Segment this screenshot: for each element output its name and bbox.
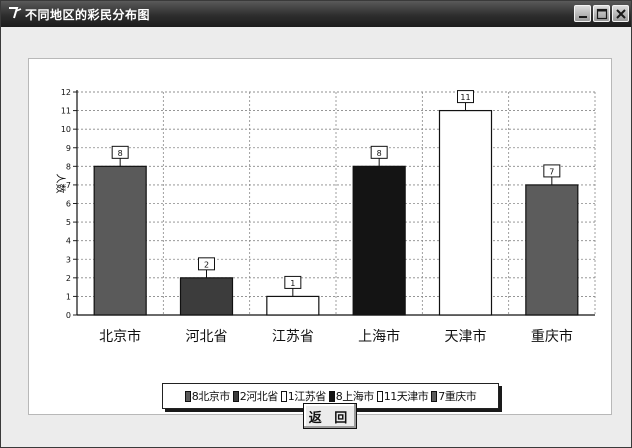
chart-panel: 0 1 2 3 4 5 6 7 8 9 10 11 12 人数 8 北京市 2 河北省 1 江苏省 8 上海市 11 天津市 7… [28, 58, 612, 415]
x-tick-label: 重庆市 [531, 328, 573, 345]
legend-item: 8上海市 [328, 388, 375, 404]
y-tick-label: 7 [66, 181, 71, 190]
legend-item: 1江苏省 [280, 388, 327, 404]
legend-swatch [431, 390, 438, 402]
app-icon [7, 5, 23, 21]
x-tick-label: 北京市 [99, 328, 141, 345]
y-tick-label: 3 [66, 255, 71, 264]
legend-label: 11天津市 [383, 390, 429, 403]
bar-2 [266, 295, 320, 316]
maximize-icon [596, 8, 608, 20]
close-icon [616, 9, 626, 19]
legend-swatch [328, 390, 335, 402]
legend-swatch [280, 390, 287, 402]
bar-3 [352, 165, 406, 316]
data-label-box [543, 164, 561, 178]
legend-swatch [376, 390, 383, 402]
legend-label: 8上海市 [335, 390, 375, 403]
legend-label: 8北京市 [191, 390, 231, 403]
legend-item: 11天津市 [376, 388, 429, 404]
x-tick-label: 江苏省 [272, 329, 314, 345]
y-tick-label: 1 [66, 292, 71, 301]
data-label: 2 [204, 260, 209, 269]
bar-chart: 0123456789101112人数8北京市2河北省1江苏省8上海市11天津市7… [54, 88, 596, 345]
data-label: 7 [549, 167, 554, 176]
y-tick-label: 11 [61, 107, 71, 116]
legend-item: 7重庆市 [431, 388, 477, 404]
legend-label: 7重庆市 [438, 390, 477, 403]
close-button[interactable] [612, 5, 629, 22]
data-label: 8 [118, 149, 123, 158]
maximize-button[interactable] [593, 5, 610, 22]
y-tick-label: 12 [61, 88, 71, 97]
y-tick-label: 2 [66, 274, 71, 283]
y-tick-label: 0 [66, 311, 71, 320]
y-tick-label: 6 [66, 200, 71, 209]
y-tick-label: 4 [66, 237, 71, 246]
legend-item: 2河北省 [232, 388, 279, 404]
bar-1 [179, 277, 234, 316]
y-tick-label: 5 [66, 218, 71, 227]
return-button[interactable]: 返 回 [303, 403, 357, 429]
y-tick-label: 9 [66, 144, 71, 153]
y-tick-label: 10 [61, 125, 71, 134]
data-label: 11 [460, 93, 470, 102]
data-label: 1 [290, 279, 295, 288]
minimize-button[interactable] [574, 5, 591, 22]
legend-swatch [184, 390, 191, 402]
minimize-icon [579, 16, 587, 18]
window-title: 不同地区的彩民分布图 [25, 8, 151, 22]
legend-label: 1江苏省 [287, 390, 327, 403]
x-tick-label: 上海市 [358, 328, 400, 345]
legend-label: 2河北省 [239, 390, 279, 403]
client-area: 0 1 2 3 4 5 6 7 8 9 10 11 12 人数 8 北京市 2 河北省 1 江苏省 8 上海市 11 天津市 7… [6, 32, 626, 444]
title-bar[interactable]: 不同地区的彩民分布图 [1, 1, 631, 27]
y-axis-label: 人数 [54, 174, 67, 194]
bar-5 [525, 184, 579, 316]
y-tick-label: 8 [66, 162, 71, 171]
data-label: 8 [377, 149, 382, 158]
chart-legend: 8北京市 2河北省 1江苏省 8上海市 11天津市 7重庆市 [162, 383, 499, 409]
bar-0 [93, 165, 147, 316]
legend-swatch [232, 390, 239, 402]
legend-item: 8北京市 [184, 388, 231, 404]
data-label-box [198, 257, 215, 271]
x-tick-label: 河北省 [186, 329, 228, 345]
x-tick-label: 天津市 [445, 328, 487, 345]
bar-4 [438, 109, 493, 316]
